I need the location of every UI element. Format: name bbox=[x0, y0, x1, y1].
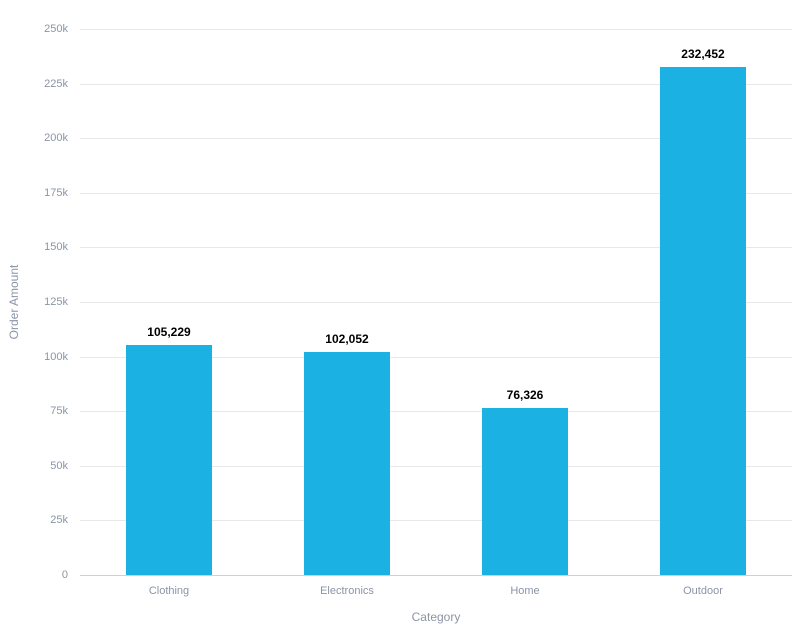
x-tick-label: Clothing bbox=[148, 585, 190, 597]
y-tick-label: 75k bbox=[50, 405, 68, 417]
x-tick-label: Outdoor bbox=[683, 585, 723, 597]
bar-home[interactable] bbox=[482, 408, 568, 575]
x-tick-label: Home bbox=[510, 585, 540, 597]
gridline bbox=[80, 84, 792, 85]
x-axis-line bbox=[80, 575, 792, 576]
x-tick-label: Electronics bbox=[320, 585, 374, 597]
y-tick-label: 25k bbox=[50, 514, 68, 526]
y-tick-label: 50k bbox=[50, 460, 68, 472]
y-tick-label: 100k bbox=[44, 351, 68, 363]
gridline bbox=[80, 193, 792, 194]
gridline bbox=[80, 466, 792, 467]
y-tick-label: 125k bbox=[44, 296, 68, 308]
x-axis-title: Category bbox=[411, 610, 461, 624]
bar-clothing[interactable] bbox=[126, 345, 212, 575]
bar-value-label: 105,229 bbox=[147, 325, 191, 339]
y-tick-label: 150k bbox=[44, 241, 68, 253]
y-tick-label: 0 bbox=[61, 569, 68, 581]
gridline bbox=[80, 29, 792, 30]
y-tick-label: 225k bbox=[44, 78, 68, 90]
y-tick-label: 200k bbox=[44, 132, 68, 144]
bar-value-label: 232,452 bbox=[681, 47, 725, 61]
bar-outdoor[interactable] bbox=[660, 67, 746, 575]
bar-electronics[interactable] bbox=[304, 352, 390, 575]
gridline bbox=[80, 302, 792, 303]
bar-value-label: 76,326 bbox=[506, 388, 544, 402]
y-tick-label: 250k bbox=[44, 23, 68, 35]
gridline bbox=[80, 411, 792, 412]
gridline bbox=[80, 247, 792, 248]
y-tick-label: 175k bbox=[44, 187, 68, 199]
gridline bbox=[80, 357, 792, 358]
bar-value-label: 102,052 bbox=[325, 332, 369, 346]
gridline bbox=[80, 520, 792, 521]
gridline bbox=[80, 138, 792, 139]
